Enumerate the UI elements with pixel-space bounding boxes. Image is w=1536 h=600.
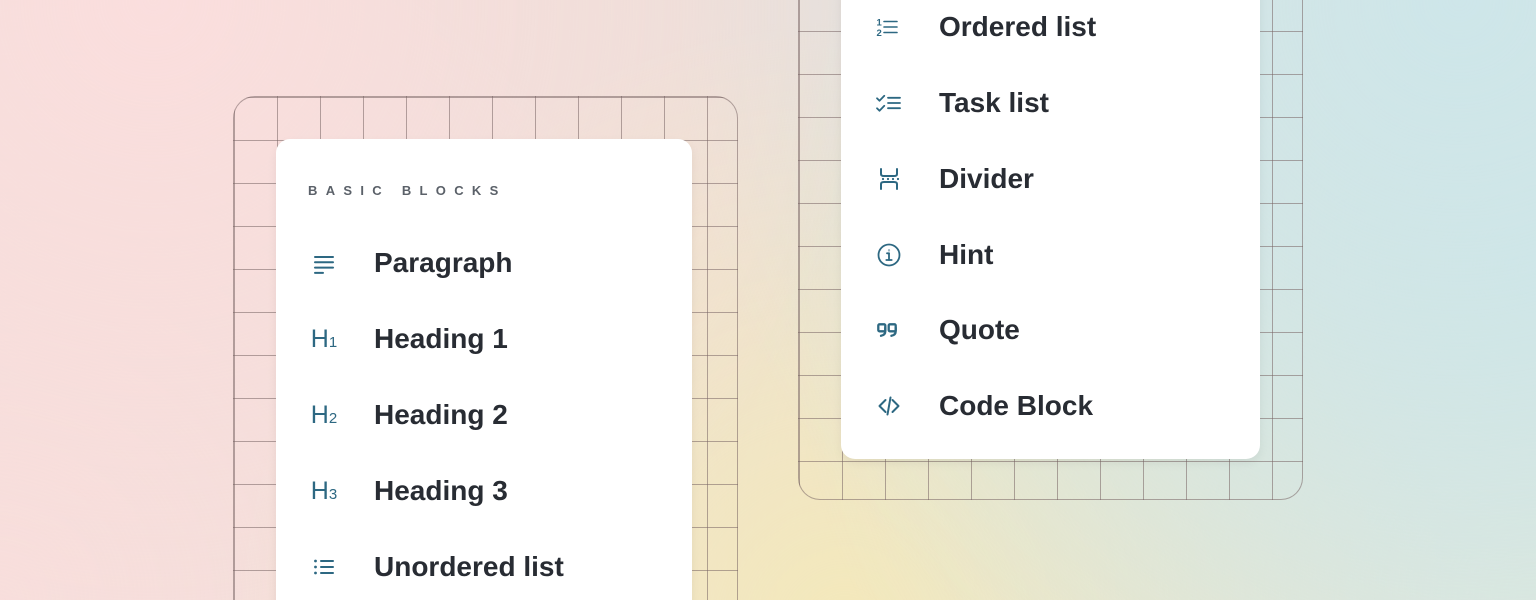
svg-text:2: 2 [877,28,882,39]
svg-text:1: 1 [877,17,883,28]
